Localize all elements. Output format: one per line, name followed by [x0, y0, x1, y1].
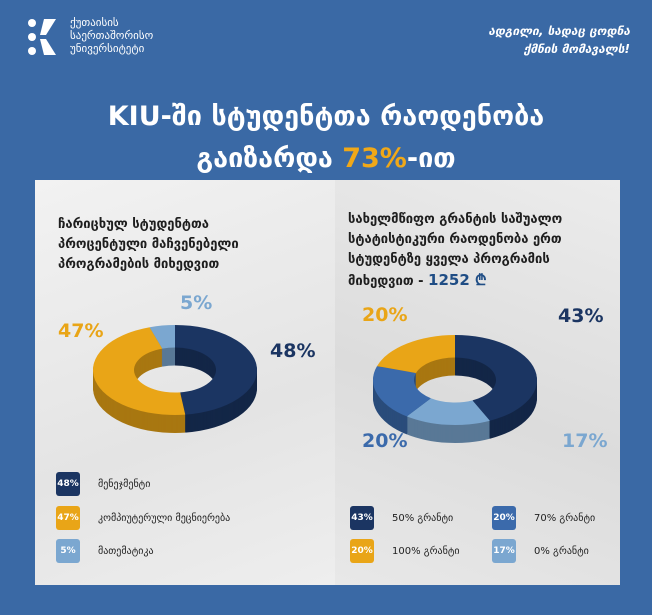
legend-swatch: 20% [350, 539, 374, 563]
donut-slice [175, 325, 258, 415]
legend-item: 5% მათემატიკა [56, 539, 154, 563]
slice-label-100-grant: 20% [362, 304, 408, 326]
slice-label-50-grant: 43% [558, 305, 604, 327]
slice-label-cs: 47% [58, 320, 104, 342]
slice-label-management: 48% [270, 340, 316, 362]
legend-swatch: 5% [56, 539, 80, 563]
left-chart-title: ჩარიცხულ სტუდენტთა პროცენტული მაჩვენებელ… [58, 215, 239, 275]
title-highlight: 73% [342, 143, 407, 174]
donut-slice [92, 327, 186, 416]
legend-item: 48% მენეჯმენტი [56, 472, 150, 496]
legend-label: მენეჯმენტი [98, 478, 151, 490]
logo-line: ქუთაისის [70, 16, 119, 29]
legend-item: 20% 100% გრანტი [350, 539, 460, 563]
donut-slice [406, 398, 490, 425]
donut-slice [149, 325, 175, 349]
legend-swatch: 17% [492, 539, 516, 563]
slogan-line: ადგილი, სადაც ცოდნა [488, 24, 630, 38]
donut-slice [372, 366, 431, 417]
page-title: KIU-ში სტუდენტთა რაოდენობა გაიზარდა 73%-… [0, 96, 652, 180]
title-text: გაიზარდა [196, 143, 343, 174]
title-line-1: KIU-ში სტუდენტთა რაოდენობა [107, 101, 545, 132]
slogan-line: ქმნის მომავალს! [523, 42, 630, 56]
university-name: ქუთაისის საერთაშორისო უნივერსიტეტი [70, 16, 153, 55]
title-line-2: გაიზარდა 73%-ით [0, 138, 652, 180]
legend-label: 50% გრანტი [392, 512, 454, 524]
slogan: ადგილი, სადაც ცოდნა ქმნის მომავალს! [488, 22, 630, 58]
legend-item: 20% 70% გრანტი [492, 506, 595, 530]
grant-amount: 1252 ₾ [428, 271, 487, 289]
legend-label: 0% გრანტი [534, 545, 589, 557]
title-line: მიხედვით - 1252 ₾ [348, 270, 562, 292]
legend-swatch: 47% [56, 506, 80, 530]
logo-line: საერთაშორისო [70, 29, 154, 42]
title-line: პროცენტული მაჩვენებელი [58, 237, 239, 252]
title-line: პროგრამების მიხედვით [58, 257, 220, 272]
title-text: მიხედვით - [348, 274, 429, 289]
slice-label-70-grant: 20% [362, 430, 408, 452]
slice-label-math: 5% [180, 292, 213, 314]
donut-slice [377, 335, 455, 374]
logo-line: უნივერსიტეტი [70, 42, 145, 55]
right-chart-title: სახელმწიფო გრანტის საშუალო სტატისტიკური … [348, 210, 562, 292]
legend-label: 70% გრანტი [534, 512, 596, 524]
title-line: სტუდენტზე ყველა პროგრამის [348, 252, 550, 267]
title-line: ჩარიცხულ სტუდენტთა [58, 217, 209, 232]
title-text: -ით [406, 143, 456, 174]
left-panel [35, 180, 335, 585]
title-line: სტატისტიკური რაოდენობა ერთ [348, 232, 562, 247]
donut-slice [455, 335, 537, 421]
legend-label: მათემატიკა [98, 545, 154, 557]
title-line: სახელმწიფო გრანტის საშუალო [348, 212, 563, 227]
kiu-logo-icon [28, 19, 56, 55]
legend-swatch: 48% [56, 472, 80, 496]
legend-swatch: 20% [492, 506, 516, 530]
legend-item: 17% 0% გრანტი [492, 539, 589, 563]
legend-label: კომპიუტერული მეცნიერება [98, 512, 231, 524]
legend-item: 47% კომპიუტერული მეცნიერება [56, 506, 230, 530]
legend-item: 43% 50% გრანტი [350, 506, 453, 530]
legend-label: 100% გრანტი [392, 545, 460, 557]
slice-label-0-grant: 17% [562, 430, 608, 452]
legend-swatch: 43% [350, 506, 374, 530]
